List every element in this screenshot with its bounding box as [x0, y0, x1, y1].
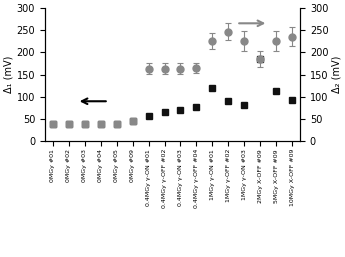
Y-axis label: Δ₂ (mV): Δ₂ (mV) [331, 56, 341, 93]
Y-axis label: Δ₁ (mV): Δ₁ (mV) [4, 56, 14, 93]
